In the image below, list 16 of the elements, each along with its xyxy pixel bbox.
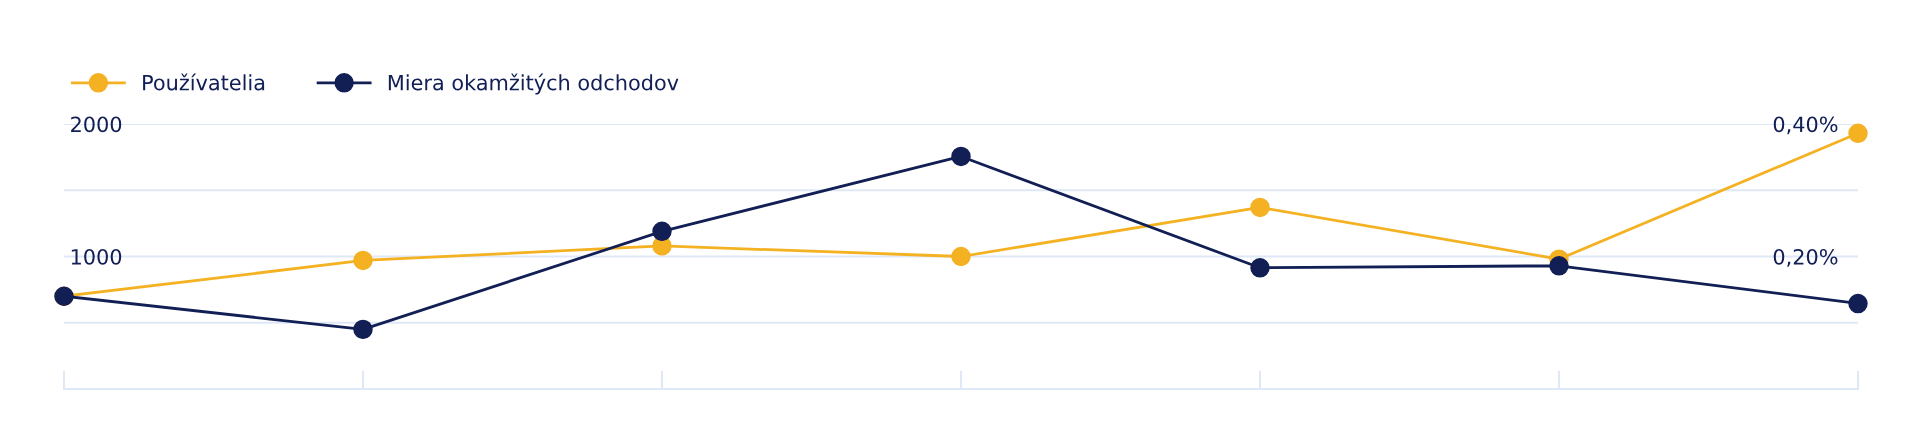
point	[1250, 258, 1270, 278]
point	[951, 246, 971, 267]
point	[1848, 123, 1868, 143]
point	[353, 250, 373, 271]
legend-label: Používatelia	[143, 73, 265, 91]
y2-tick-label: 0,20%	[1773, 248, 1838, 267]
y-tick-label: 1000	[71, 248, 122, 265]
legend-label: Miera okamžitých odchodov	[388, 73, 679, 95]
point	[951, 146, 971, 167]
point	[353, 319, 373, 340]
point	[652, 221, 672, 242]
point	[1848, 293, 1868, 314]
y2-tick-label: 0,40%	[1773, 116, 1838, 135]
point	[1250, 197, 1270, 218]
point	[1549, 256, 1569, 276]
y-tick-label: 2000	[71, 116, 122, 133]
